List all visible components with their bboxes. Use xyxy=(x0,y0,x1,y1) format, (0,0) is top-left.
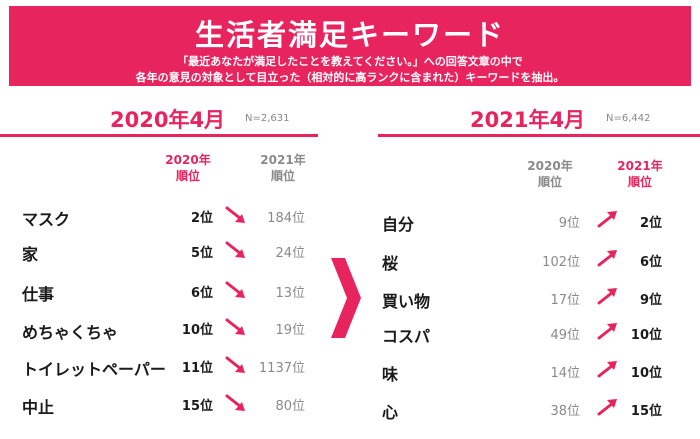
keyword-label: 中止 xyxy=(22,398,55,417)
period-2020-title: 2020年4月 xyxy=(110,108,226,132)
rank-2020: 17位 xyxy=(550,293,580,308)
up-arrow-icon xyxy=(597,323,617,340)
rank-2021: 19位 xyxy=(275,323,305,338)
chevron-right-icon xyxy=(331,258,361,338)
up-arrow-icon xyxy=(597,399,617,416)
down-arrow-icon xyxy=(225,206,245,223)
subtitle-line-2: 各年の意見の対象として目立った（相対的に高ランクに含まれた）キーワードを抽出。 xyxy=(135,71,565,84)
rank-2021: 6位 xyxy=(639,255,662,270)
rank-2020: 10位 xyxy=(181,323,213,338)
up-arrow-icon xyxy=(597,211,617,228)
rank-2020: 9位 xyxy=(558,216,580,231)
period-2020-header: 2020年4月 N=2,631 xyxy=(0,104,318,137)
period-2021-n: N=6,442 xyxy=(606,113,651,124)
up-arrow-icon xyxy=(597,250,617,267)
keyword-label: めちゃくちゃ xyxy=(22,323,119,342)
right-col-2020-rank: 順位 xyxy=(537,175,562,189)
rank-2021: 184位 xyxy=(267,211,305,226)
left-col-2021-year: 2021年 xyxy=(260,153,306,167)
left-col-2020-year: 2020年 xyxy=(165,153,211,167)
right-col-2021-header: 2021年 順位 xyxy=(605,158,675,190)
rank-2020: 38位 xyxy=(550,404,580,419)
rank-2021: 24位 xyxy=(275,246,305,261)
rank-2020: 5位 xyxy=(190,246,213,261)
left-col-2020-header: 2020年 順位 xyxy=(153,152,223,184)
keyword-label: 買い物 xyxy=(382,292,431,311)
rank-2020: 49位 xyxy=(550,328,580,343)
right-col-2020-year: 2020年 xyxy=(527,159,573,173)
left-col-2021-header: 2021年 順位 xyxy=(248,152,318,184)
rank-2021: 15位 xyxy=(630,404,662,419)
keyword-label: 仕事 xyxy=(22,285,55,304)
down-arrow-icon xyxy=(225,356,245,373)
down-arrow-icon xyxy=(225,281,245,298)
rank-2021: 1137位 xyxy=(258,361,305,376)
rank-2021: 13位 xyxy=(275,286,305,301)
keyword-label: コスパ xyxy=(382,327,431,346)
subtitle-line-1: 「最近あなたが満足したことを教えてください。」への回答文章の中で xyxy=(177,55,523,68)
period-2021-header: 2021年4月 N=6,442 xyxy=(378,104,700,137)
rank-2021: 2位 xyxy=(639,216,662,231)
rank-2020: 2位 xyxy=(190,211,213,226)
right-col-2021-rank: 順位 xyxy=(627,175,652,189)
keyword-label: 家 xyxy=(22,245,39,264)
page-title: 生活者満足キーワード xyxy=(194,18,505,52)
right-col-2021-year: 2021年 xyxy=(617,159,663,173)
down-arrow-icon xyxy=(225,318,245,335)
keyword-label: トイレットペーパー xyxy=(22,360,166,379)
keyword-label: 味 xyxy=(382,365,399,384)
left-col-2021-rank: 順位 xyxy=(270,169,295,183)
rank-2021: 80位 xyxy=(275,399,305,414)
rank-2020: 11位 xyxy=(181,361,213,376)
rank-2021: 10位 xyxy=(630,328,662,343)
rank-2020: 15位 xyxy=(181,399,213,414)
rank-2020: 14位 xyxy=(550,366,580,381)
down-arrow-icon xyxy=(225,394,245,411)
keyword-label: 桜 xyxy=(382,254,399,273)
period-2020-n: N=2,631 xyxy=(245,113,290,124)
rank-2020: 6位 xyxy=(190,286,213,301)
keyword-label: マスク xyxy=(22,210,71,229)
header-banner: 生活者満足キーワード 「最近あなたが満足したことを教えてください。」への回答文章… xyxy=(9,6,691,86)
left-col-2020-rank: 順位 xyxy=(175,169,200,183)
keyword-label: 自分 xyxy=(382,215,415,234)
period-2021-underline xyxy=(378,134,700,137)
period-2021-title: 2021年4月 xyxy=(470,108,586,132)
right-col-2020-header: 2020年 順位 xyxy=(515,158,585,190)
rank-2021: 9位 xyxy=(639,293,662,308)
period-2020-underline xyxy=(0,134,318,137)
rank-2020: 102位 xyxy=(542,255,580,270)
down-arrow-icon xyxy=(225,241,245,258)
keyword-label: 心 xyxy=(382,403,399,422)
up-arrow-icon xyxy=(597,361,617,378)
rank-2021: 10位 xyxy=(630,366,662,381)
up-arrow-icon xyxy=(597,288,617,305)
